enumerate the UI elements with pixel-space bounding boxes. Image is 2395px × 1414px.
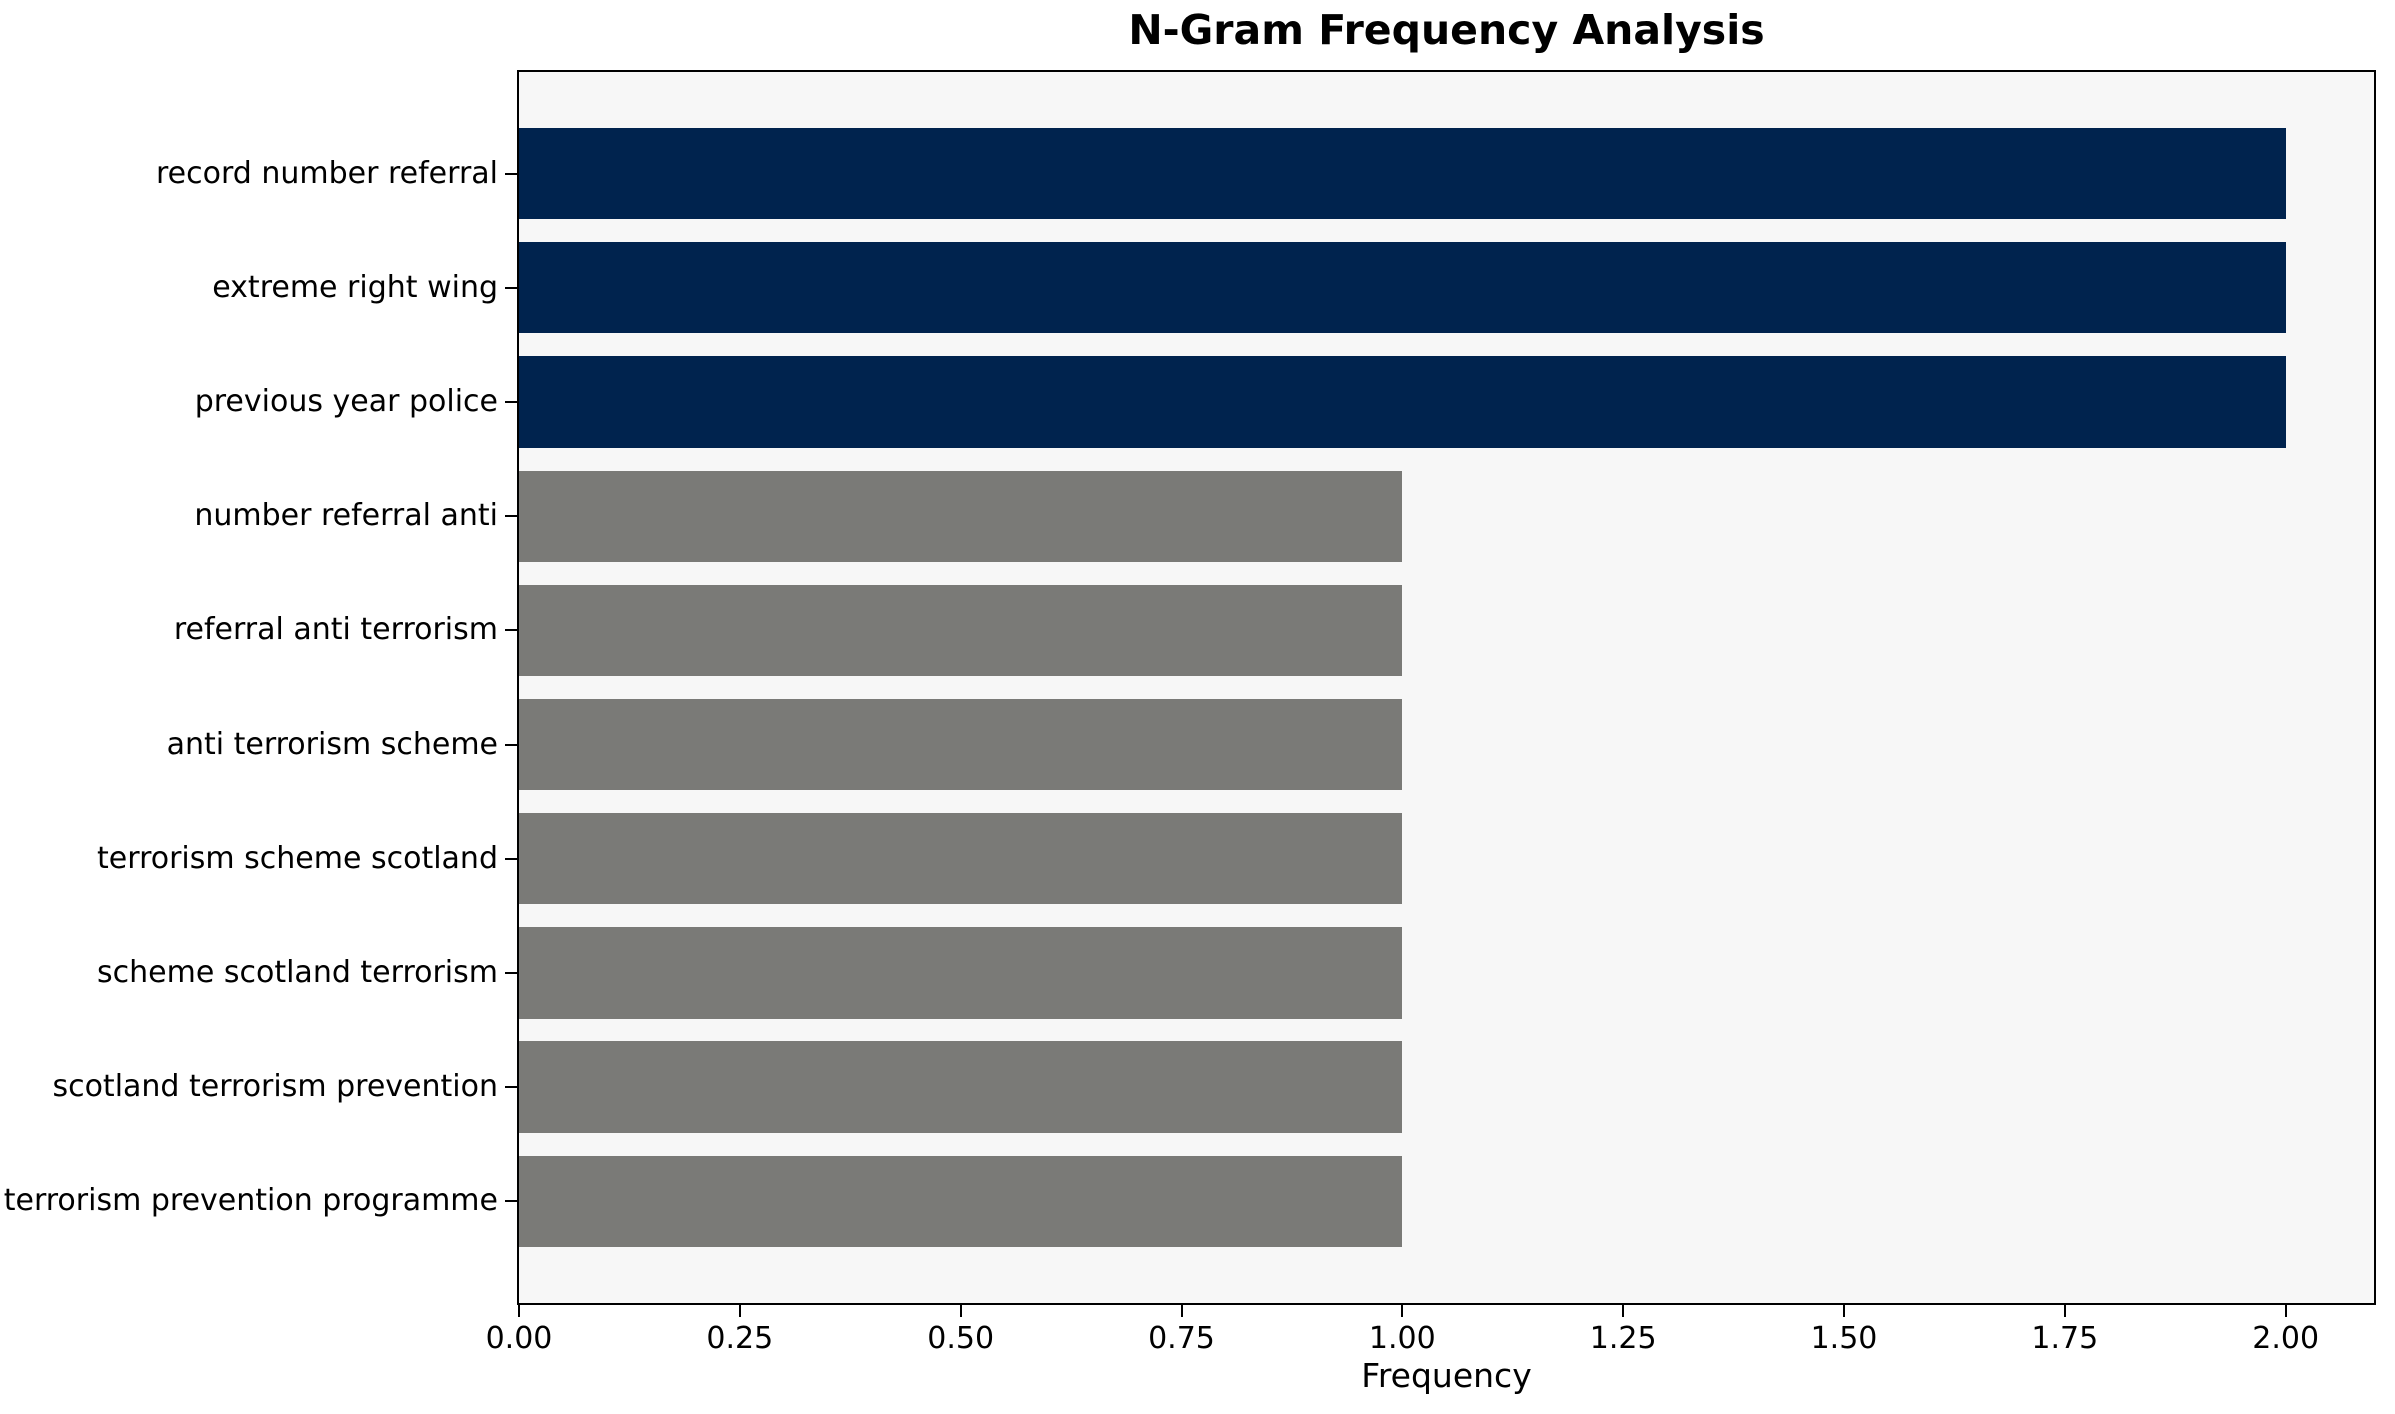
bar: [519, 1155, 1403, 1248]
y-tick: [505, 515, 517, 518]
bar: [519, 356, 2286, 448]
y-tick-label: record number referral: [156, 155, 498, 191]
x-tick: [518, 1305, 520, 1317]
x-tick-label: 1.25: [1589, 1321, 1657, 1356]
bar: [519, 242, 2286, 334]
x-tick: [2063, 1305, 2066, 1317]
y-tick: [505, 172, 517, 175]
x-axis-label: Frequency: [1361, 1356, 1532, 1395]
bar: [519, 1041, 1403, 1133]
y-tick-label: number referral anti: [194, 498, 498, 534]
bar: [519, 698, 1403, 791]
x-tick: [1843, 1305, 1845, 1317]
y-tick: [505, 1200, 517, 1203]
y-tick: [505, 629, 517, 632]
x-tick-label: 0.50: [927, 1321, 995, 1356]
y-tick: [505, 286, 517, 289]
x-tick-label: 0.25: [706, 1321, 774, 1356]
y-tick-label: extreme right wing: [212, 269, 498, 305]
y-tick-label: anti terrorism scheme: [166, 726, 498, 762]
y-tick-label: scheme scotland terrorism: [97, 954, 498, 990]
x-tick-label: 0.75: [1148, 1321, 1215, 1356]
y-tick: [505, 971, 517, 974]
y-tick-label: referral anti terrorism: [173, 612, 498, 648]
y-tick-label: previous year police: [194, 384, 498, 420]
x-tick-label: 1.75: [2031, 1321, 2099, 1356]
x-tick: [738, 1305, 741, 1317]
y-tick-label: terrorism scheme scotland: [97, 840, 498, 876]
x-tick: [2284, 1305, 2287, 1317]
chart-title: N-Gram Frequency Analysis: [1128, 6, 1765, 54]
x-tick-label: 1.50: [1810, 1321, 1878, 1356]
bar: [519, 813, 1403, 905]
x-tick: [1622, 1305, 1625, 1317]
x-tick-label: 2.00: [2252, 1321, 2320, 1356]
y-tick: [505, 1086, 517, 1089]
bar: [519, 470, 1403, 562]
bar: [519, 127, 2286, 220]
plot-area: [517, 70, 2376, 1305]
y-tick-label: scotland terrorism prevention: [52, 1069, 498, 1105]
x-tick: [959, 1305, 962, 1317]
x-tick: [1180, 1305, 1183, 1317]
y-tick: [505, 857, 517, 860]
x-tick-label: 0.00: [485, 1321, 553, 1356]
x-tick: [1401, 1305, 1404, 1317]
bar: [519, 927, 1403, 1019]
y-tick: [505, 743, 517, 746]
bar: [519, 584, 1403, 677]
y-tick-label: terrorism prevention programme: [3, 1183, 498, 1219]
y-tick: [505, 401, 517, 404]
x-tick-label: 1.00: [1368, 1321, 1436, 1356]
